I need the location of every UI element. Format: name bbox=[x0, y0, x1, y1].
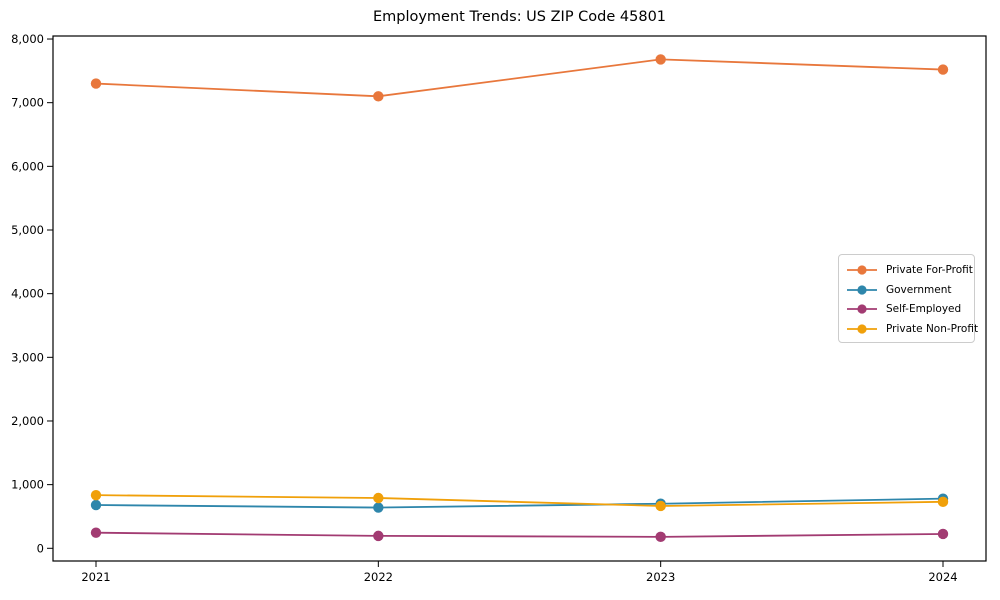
legend-marker-self-employed bbox=[847, 304, 877, 314]
chart-title: Employment Trends: US ZIP Code 45801 bbox=[372, 9, 667, 25]
data-point-private-non-profit-2022 bbox=[373, 492, 384, 504]
y-tick-label: 5,000 bbox=[11, 223, 44, 237]
line-series-self-employed bbox=[95, 531, 944, 538]
legend-item-private-for-profit: Private For-Profit bbox=[846, 261, 973, 279]
data-point-private-non-profit-2021 bbox=[90, 489, 102, 501]
line-series-private-for-profit bbox=[95, 58, 944, 98]
line-series-government bbox=[95, 497, 944, 509]
x-tick-label: 2023 bbox=[646, 570, 675, 584]
data-point-private-for-profit-2024 bbox=[937, 64, 949, 75]
y-tick-label: 0 bbox=[37, 541, 44, 555]
legend-label: Private Non-Profit bbox=[886, 322, 979, 335]
y-tick-label: 6,000 bbox=[11, 159, 44, 173]
y-tick-label: 8,000 bbox=[11, 32, 44, 46]
legend-label: Self-Employed bbox=[886, 303, 962, 316]
x-tick-label: 2021 bbox=[81, 570, 110, 584]
x-tick-label: 2022 bbox=[364, 570, 393, 584]
data-point-private-for-profit-2021 bbox=[90, 78, 102, 89]
y-tick-label: 7,000 bbox=[11, 96, 44, 110]
data-point-private-for-profit-2022 bbox=[373, 91, 384, 102]
y-tick-label: 3,000 bbox=[11, 350, 44, 364]
data-point-self-employed-2022 bbox=[373, 530, 384, 542]
data-point-private-non-profit-2024 bbox=[937, 496, 949, 508]
y-tick-label: 2,000 bbox=[11, 414, 44, 428]
x-tick-label: 2024 bbox=[928, 570, 957, 584]
data-point-private-for-profit-2023 bbox=[655, 54, 666, 65]
data-point-government-2021 bbox=[90, 499, 102, 511]
y-tick-label: 4,000 bbox=[11, 287, 44, 301]
data-point-self-employed-2023 bbox=[655, 531, 666, 543]
legend-item-self-employed: Self-Employed bbox=[846, 300, 968, 318]
data-point-government-2022 bbox=[373, 502, 384, 513]
legend-item-government: Government bbox=[846, 281, 968, 299]
legend-marker-private-non-profit bbox=[847, 324, 877, 334]
data-point-private-non-profit-2023 bbox=[655, 500, 666, 512]
axes-frame bbox=[52, 35, 987, 562]
legend-label: Government bbox=[886, 283, 952, 296]
data-point-self-employed-2024 bbox=[937, 528, 949, 540]
line-series-private-non-profit bbox=[95, 494, 944, 507]
legend-marker-government bbox=[847, 285, 877, 295]
legend-marker-private-for-profit bbox=[847, 265, 877, 275]
data-point-self-employed-2021 bbox=[90, 527, 102, 538]
legend-item-private-non-profit: Private Non-Profit bbox=[846, 320, 978, 338]
legend: Private For-Profit Government Self-Employe… bbox=[838, 254, 978, 343]
legend-label: Private For-Profit bbox=[886, 264, 973, 276]
y-tick-label: 1,000 bbox=[11, 478, 44, 492]
